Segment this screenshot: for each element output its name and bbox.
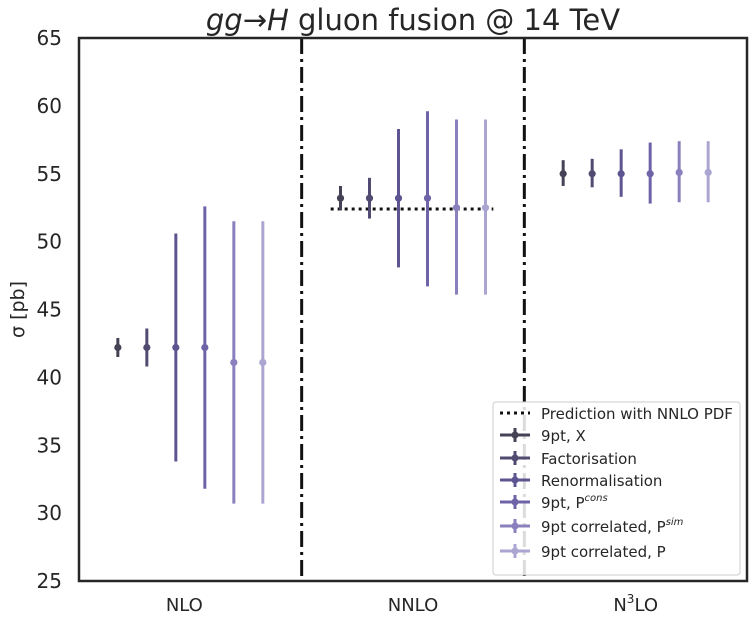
legend-swatch-marker bbox=[511, 476, 519, 484]
chart-title: gg→H gluon fusion @ 14 TeV bbox=[206, 3, 620, 37]
legend-label: 9pt, Pcons bbox=[541, 493, 608, 512]
series-group bbox=[114, 160, 567, 358]
data-point bbox=[481, 204, 490, 212]
series-group bbox=[230, 119, 683, 504]
x-category-label: NLO bbox=[166, 595, 203, 616]
data-point bbox=[617, 170, 625, 178]
y-axis-label: σ [pb] bbox=[7, 281, 29, 338]
legend-swatch-marker bbox=[511, 522, 519, 530]
y-tick-label: 50 bbox=[37, 230, 62, 254]
legend: Prediction with NNLO PDF 9pt, X Factorisat… bbox=[492, 401, 741, 576]
plot-frame bbox=[77, 36, 749, 583]
y-tick-label: 40 bbox=[37, 365, 62, 389]
legend-swatch-marker bbox=[511, 431, 519, 439]
y-tick-label: 45 bbox=[37, 298, 62, 322]
legend-box bbox=[492, 401, 741, 576]
x-category-label: NNLO bbox=[388, 595, 438, 616]
data-point bbox=[365, 194, 374, 202]
data-point bbox=[423, 194, 432, 202]
series-group bbox=[143, 158, 596, 367]
legend-label: 9pt correlated, Psim bbox=[541, 517, 684, 536]
data-point bbox=[588, 170, 596, 178]
data-point bbox=[646, 170, 654, 178]
series-group bbox=[259, 119, 712, 504]
data-point bbox=[172, 343, 180, 352]
data-point bbox=[259, 358, 267, 367]
legend-label: 9pt, X bbox=[541, 427, 586, 445]
data-point bbox=[230, 358, 238, 367]
data-point bbox=[675, 168, 683, 176]
x-category-labels: NLO NNLO N3LO bbox=[166, 592, 658, 616]
series-group bbox=[172, 128, 625, 462]
series-group bbox=[201, 111, 654, 489]
data-point bbox=[394, 194, 403, 202]
y-tick-labels: 25 30 35 40 45 50 55 60 65 bbox=[37, 26, 62, 593]
legend-label: Renormalisation bbox=[541, 472, 662, 490]
legend-swatch-marker bbox=[511, 498, 519, 506]
data-point bbox=[336, 194, 345, 202]
y-tick-label: 60 bbox=[37, 94, 62, 118]
errorbar-series bbox=[114, 111, 712, 504]
y-tick-label: 25 bbox=[37, 569, 62, 593]
category-separators bbox=[300, 38, 526, 581]
y-tick-label: 35 bbox=[37, 433, 62, 457]
data-point bbox=[704, 168, 712, 176]
data-point bbox=[201, 343, 209, 352]
data-point bbox=[114, 343, 122, 352]
legend-label: 9pt correlated, P bbox=[541, 543, 666, 561]
data-point bbox=[452, 204, 461, 212]
x-category-label: N3LO bbox=[613, 592, 658, 616]
y-tick-label: 30 bbox=[37, 501, 62, 525]
legend-swatch-marker bbox=[511, 454, 519, 462]
legend-label: Prediction with NNLO PDF bbox=[541, 405, 733, 423]
legend-swatch-marker bbox=[511, 547, 519, 555]
data-point bbox=[143, 343, 151, 352]
y-tick-label: 65 bbox=[37, 26, 62, 50]
y-tick-label: 55 bbox=[37, 162, 62, 186]
data-point bbox=[559, 170, 567, 178]
legend-label: Factorisation bbox=[541, 450, 637, 468]
